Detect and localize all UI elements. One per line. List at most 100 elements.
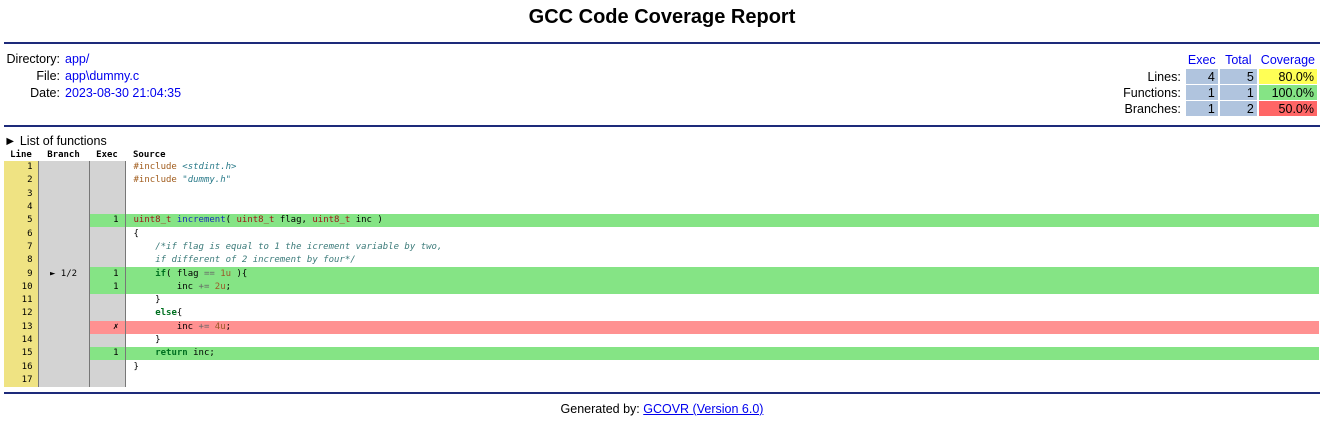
code-token: ( flag (166, 268, 204, 279)
branches-label: Branches: (1124, 101, 1181, 116)
line-number[interactable]: 9 (4, 267, 38, 281)
file-label: File: (36, 69, 60, 83)
code-token: uint8_t (312, 215, 351, 226)
line-number[interactable]: 14 (4, 333, 38, 348)
line-number[interactable]: 13 (4, 320, 38, 334)
functions-summary-row: Functions: 1 1 100.0% (1120, 85, 1317, 100)
line-number[interactable]: 3 (4, 187, 38, 201)
summary-divider (4, 125, 1320, 127)
line-number[interactable]: 15 (4, 347, 38, 361)
code-token: += (198, 281, 210, 292)
exec-count: ✗ (88, 320, 126, 334)
source-code: inc += 2u; (125, 280, 1319, 294)
source-column-header: Source (133, 150, 166, 160)
source-code (125, 374, 1319, 387)
code-token (134, 255, 156, 265)
line-number[interactable]: 2 (4, 174, 38, 188)
branches-summary-row: Branches: 1 2 50.0% (1120, 101, 1317, 116)
functions-label: Functions: (1123, 85, 1181, 100)
footer-prefix: Generated by: (560, 402, 644, 416)
line-number[interactable]: 7 (4, 240, 38, 255)
functions-exec: 1 (1185, 85, 1218, 100)
functions-coverage: 100.0% (1258, 85, 1317, 100)
line-number[interactable]: 11 (4, 293, 38, 308)
directory-row: Directory: app/ (0, 51, 181, 68)
code-line-row: 7 /*if flag is equal to 1 the icrement v… (4, 240, 1319, 255)
gcovr-link[interactable]: GCOVR (Version 6.0) (643, 402, 764, 416)
exec-count (88, 254, 126, 268)
code-token: ; (225, 321, 232, 332)
line-number[interactable]: 1 (4, 161, 38, 175)
code-line-row: 9 ► 1/2 1 if( flag == 1u ){ (4, 267, 1319, 281)
functions-total: 1 (1219, 85, 1257, 100)
branch-cell (37, 307, 89, 321)
line-number[interactable]: 10 (4, 280, 38, 294)
list-of-functions-toggle[interactable]: ► List of functions (4, 134, 107, 148)
line-number[interactable]: 16 (4, 360, 38, 374)
exec-count: 1 (88, 347, 126, 361)
code-token: } (133, 295, 161, 306)
code-token (134, 308, 156, 318)
source-code: /*if flag is equal to 1 the icrement var… (125, 241, 1319, 254)
code-token: ( (225, 215, 237, 226)
exec-count (88, 307, 126, 321)
branch-cell (37, 360, 89, 374)
code-line-row: 1 #include <stdint.h> (4, 161, 1319, 175)
code-token: } (133, 361, 139, 372)
code-line-row: 4 (4, 200, 1319, 215)
line-number[interactable]: 8 (4, 254, 38, 268)
exec-count (88, 373, 126, 388)
date-value: 2023-08-30 21:04:35 (65, 86, 182, 100)
directory-link[interactable]: app/ (65, 52, 90, 66)
code-token: == (203, 268, 215, 279)
branch-cell (37, 373, 89, 388)
source-code: #include "dummy.h" (125, 174, 1319, 187)
code-line-row: 6{ (4, 227, 1319, 241)
line-number[interactable]: 17 (4, 373, 38, 388)
code-token: if different of 2 increment by four*/ (155, 255, 356, 266)
code-line-row: 14 } (4, 333, 1319, 348)
branch-cell (37, 227, 89, 241)
coverage-summary: Exec Total Coverage Lines: 4 5 80.0% Fun… (1118, 51, 1319, 117)
branch-cell (37, 280, 89, 294)
source-code (125, 188, 1319, 201)
code-line-row: 5 1 uint8_t increment( uint8_t flag, uint8… (4, 214, 1319, 228)
branch-cell (37, 320, 89, 334)
exec-count (88, 161, 126, 175)
branch-cell (37, 254, 89, 268)
header-divider (4, 42, 1320, 44)
code-line-row: 12 else{ (4, 307, 1319, 321)
code-token: /*if flag is equal to 1 the icrement var… (155, 241, 443, 252)
line-number[interactable]: 5 (4, 214, 38, 228)
exec-count (88, 293, 126, 308)
branch-cell (37, 293, 89, 308)
code-line-row: 2 #include "dummy.h" (4, 174, 1319, 188)
lines-total: 5 (1219, 69, 1257, 84)
exec-count (88, 227, 126, 241)
branch-cell (37, 200, 89, 215)
branch-cell[interactable]: ► 1/2 (37, 267, 89, 281)
exec-count (88, 187, 126, 201)
directory-label: Directory: (6, 52, 60, 66)
code-line-row: 8 if different of 2 increment by four*/ (4, 254, 1319, 268)
file-value: app\dummy.c (65, 69, 140, 83)
line-number[interactable]: 4 (4, 200, 38, 215)
source-lines: 1 #include <stdint.h> 2 #include "dummy.h" 3… (4, 161, 1319, 388)
code-token: else (155, 308, 177, 319)
exec-column-header: Exec (96, 150, 118, 160)
code-token (134, 348, 156, 358)
source-code: return inc; (125, 347, 1319, 361)
line-number[interactable]: 12 (4, 307, 38, 321)
source-code: if different of 2 increment by four*/ (125, 254, 1319, 267)
source-code: uint8_t increment( uint8_t flag, uint8_t… (125, 214, 1319, 228)
code-token: ){ (231, 268, 248, 279)
code-line-row: 17 (4, 373, 1319, 388)
code-line-row: 10 1 inc += 2u; (4, 280, 1319, 294)
line-number[interactable]: 6 (4, 227, 38, 241)
date-label: Date: (30, 86, 60, 100)
exec-count: 1 (88, 214, 126, 228)
code-line-row: 11 } (4, 293, 1319, 308)
code-token: uint8_t (133, 215, 177, 226)
source-code: } (125, 334, 1319, 347)
code-token: if (155, 268, 167, 279)
